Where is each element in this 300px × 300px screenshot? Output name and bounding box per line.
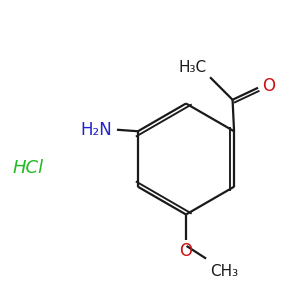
Text: CH₃: CH₃ [210, 264, 238, 279]
Text: HCl: HCl [13, 159, 44, 177]
Text: H₂N: H₂N [81, 121, 112, 139]
Text: O: O [262, 77, 276, 95]
Text: H₃C: H₃C [179, 60, 207, 75]
Text: O: O [179, 242, 193, 260]
